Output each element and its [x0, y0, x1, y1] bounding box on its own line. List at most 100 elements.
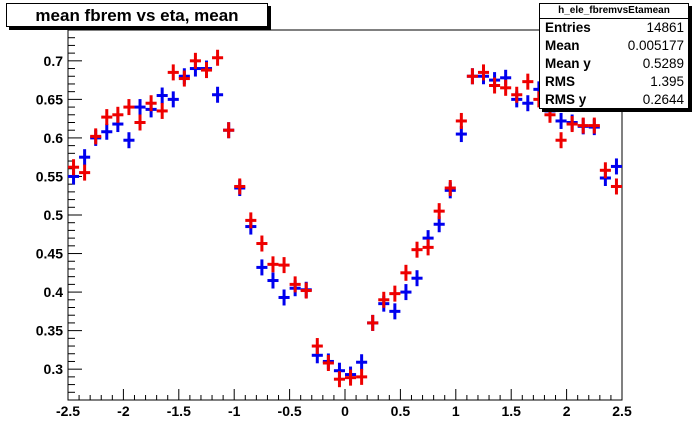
data-point — [189, 52, 201, 69]
data-point — [378, 291, 390, 308]
stats-value: 1.395 — [650, 74, 684, 89]
data-point — [223, 122, 235, 139]
stats-label: Mean — [545, 38, 580, 53]
data-point — [389, 303, 401, 320]
data-points — [68, 49, 622, 388]
data-point — [178, 70, 190, 87]
x-tick-label: 1 — [452, 403, 460, 419]
data-point — [134, 99, 146, 116]
data-point — [200, 62, 213, 79]
data-point — [79, 149, 91, 166]
data-point — [156, 102, 168, 119]
stats-value: 0.005177 — [627, 38, 684, 53]
axis-ticks: -2.5 -2 -1.5 -1 -0.5 0 0.5 1 1.5 2 2.5 0.3 0.35 0.4 0.… — [36, 29, 632, 419]
data-point — [256, 259, 268, 276]
data-point — [555, 132, 567, 149]
data-point — [599, 162, 611, 179]
data-point — [333, 371, 345, 388]
data-point — [588, 117, 600, 134]
data-point — [444, 180, 456, 197]
data-point — [477, 64, 490, 81]
data-point — [455, 112, 467, 129]
y-tick-label: 0.5 — [44, 207, 64, 223]
x-tick-label: 0.5 — [391, 403, 411, 419]
data-point — [400, 284, 412, 301]
x-tick-label: 1.5 — [501, 403, 521, 419]
data-point — [123, 99, 135, 116]
x-tick-label: -1.5 — [167, 403, 191, 419]
data-point — [300, 282, 312, 299]
stats-label: Entries — [545, 20, 591, 35]
data-point — [345, 369, 357, 386]
data-point — [489, 77, 501, 94]
data-point — [278, 257, 290, 274]
data-point — [400, 264, 412, 281]
data-point — [245, 212, 257, 229]
data-point — [134, 114, 146, 131]
data-point — [278, 289, 290, 306]
data-point — [322, 355, 334, 371]
data-point — [112, 106, 124, 123]
data-point — [544, 106, 556, 123]
data-point — [500, 79, 512, 96]
data-point — [267, 272, 279, 289]
data-point — [212, 86, 224, 103]
data-point — [234, 178, 246, 195]
y-tick-label: 0.35 — [36, 323, 63, 339]
data-point — [145, 95, 157, 112]
stats-row-rms: RMS 1.395 — [540, 73, 688, 91]
title-box: mean fbrem vs eta, mean — [6, 3, 268, 27]
y-tick-label: 0.6 — [44, 130, 64, 146]
stats-label: RMS — [545, 74, 575, 89]
stats-row-rms-y: RMS y 0.2644 — [540, 91, 688, 109]
stats-row-entries: Entries 14861 — [540, 19, 688, 37]
stats-label: RMS y — [545, 92, 587, 107]
y-tick-label: 0.4 — [44, 284, 64, 300]
x-tick-label: -1 — [228, 403, 241, 419]
stats-value: 14861 — [646, 20, 684, 35]
data-point — [522, 95, 534, 112]
y-tick-label: 0.7 — [44, 53, 64, 69]
data-point — [367, 314, 379, 331]
stats-row-mean-y: Mean y 0.5289 — [540, 55, 688, 73]
data-point — [356, 354, 368, 371]
data-point — [256, 235, 268, 252]
data-point — [522, 73, 534, 90]
data-point — [466, 68, 478, 85]
stats-row-mean: Mean 0.005177 — [540, 37, 688, 55]
x-tick-label: -2.5 — [56, 403, 80, 419]
data-point — [123, 132, 135, 149]
data-point — [212, 49, 224, 66]
data-point — [411, 241, 423, 258]
chart-title: mean fbrem vs eta, mean — [35, 6, 239, 25]
stats-value: 0.5289 — [642, 56, 684, 71]
data-point — [555, 112, 567, 129]
data-point — [167, 64, 179, 81]
data-point — [511, 86, 523, 103]
data-point — [422, 239, 434, 256]
x-tick-label: 2 — [563, 403, 571, 419]
y-tick-label: 0.65 — [36, 91, 63, 107]
y-tick-label: 0.45 — [36, 246, 63, 262]
data-point — [610, 158, 622, 175]
stats-label: Mean y — [545, 56, 591, 71]
data-point — [68, 159, 80, 176]
data-point — [433, 203, 445, 220]
x-tick-label: -2 — [117, 403, 130, 419]
x-tick-label: -0.5 — [278, 403, 302, 419]
data-point — [101, 109, 113, 126]
x-tick-label: 2.5 — [612, 403, 632, 419]
data-point — [577, 117, 589, 134]
data-point — [289, 276, 301, 293]
data-point — [610, 178, 622, 195]
data-point — [156, 87, 168, 104]
data-point — [356, 368, 368, 385]
data-point — [311, 338, 323, 355]
data-point — [101, 123, 113, 140]
y-tick-label: 0.3 — [44, 361, 64, 377]
data-point — [566, 116, 578, 133]
data-point — [79, 164, 91, 181]
y-tick-label: 0.55 — [36, 168, 63, 184]
